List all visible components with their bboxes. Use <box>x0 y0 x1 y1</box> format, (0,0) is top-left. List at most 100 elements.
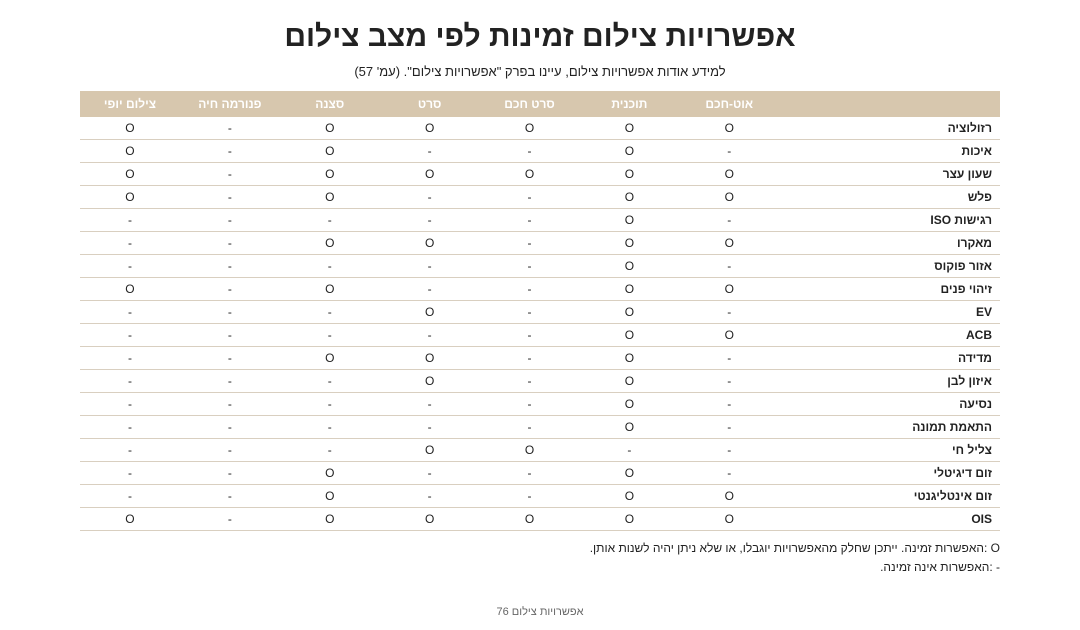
cell-value: O <box>280 140 380 163</box>
cell-value: - <box>380 209 480 232</box>
page-footer: אפשרויות צילום 76 <box>0 606 1080 618</box>
cell-value: - <box>80 347 180 370</box>
cell-value: - <box>380 462 480 485</box>
cell-value: - <box>180 393 280 416</box>
cell-value: - <box>280 416 380 439</box>
cell-value: O <box>679 508 779 531</box>
cell-value: O <box>579 232 679 255</box>
cell-value: - <box>80 301 180 324</box>
cell-value: - <box>380 255 480 278</box>
cell-value: - <box>679 462 779 485</box>
cell-value: O <box>80 278 180 301</box>
table-row: שעון עצרOOOOO-O <box>80 163 1000 186</box>
cell-value: O <box>280 186 380 209</box>
cell-value: - <box>180 462 280 485</box>
options-table: אוט-חכםתוכניתסרט חכםסרטסצנהפנורמה חיהציל… <box>80 91 1000 531</box>
cell-value: O <box>579 508 679 531</box>
row-label: איזון לבן <box>779 370 1000 393</box>
cell-value: - <box>280 324 380 347</box>
cell-value: O <box>380 370 480 393</box>
cell-value: - <box>480 485 580 508</box>
cell-value: - <box>480 462 580 485</box>
cell-value: - <box>480 278 580 301</box>
cell-value: - <box>480 393 580 416</box>
column-header: תוכנית <box>579 91 679 117</box>
row-label: אזור פוקוס <box>779 255 1000 278</box>
cell-value: O <box>579 117 679 140</box>
cell-value: - <box>280 255 380 278</box>
cell-value: O <box>579 462 679 485</box>
cell-value: - <box>80 393 180 416</box>
cell-value: - <box>679 416 779 439</box>
cell-value: - <box>679 255 779 278</box>
cell-value: - <box>80 485 180 508</box>
cell-value: - <box>679 301 779 324</box>
cell-value: O <box>380 232 480 255</box>
cell-value: O <box>579 416 679 439</box>
row-label: מאקרו <box>779 232 1000 255</box>
cell-value: - <box>180 232 280 255</box>
cell-value: O <box>380 117 480 140</box>
table-row: נסיעה-O----- <box>80 393 1000 416</box>
column-header-empty <box>779 91 1000 117</box>
cell-value: O <box>579 140 679 163</box>
table-row: EV-O-O--- <box>80 301 1000 324</box>
cell-value: O <box>579 209 679 232</box>
page-title: אפשרויות צילום זמינות לפי מצב צילום <box>80 20 1000 54</box>
cell-value: - <box>380 140 480 163</box>
row-label: רזולוציה <box>779 117 1000 140</box>
cell-value: - <box>579 439 679 462</box>
cell-value: - <box>80 462 180 485</box>
cell-value: O <box>280 508 380 531</box>
cell-value: O <box>480 439 580 462</box>
row-label: צליל חי <box>779 439 1000 462</box>
row-label: EV <box>779 301 1000 324</box>
table-row: איזון לבן-O-O--- <box>80 370 1000 393</box>
cell-value: - <box>380 324 480 347</box>
table-row: ACBOO----- <box>80 324 1000 347</box>
cell-value: O <box>280 163 380 186</box>
legend: O :האפשרות זמינה. ייתכן שחלק מהאפשרויות … <box>80 539 1000 577</box>
cell-value: - <box>480 140 580 163</box>
cell-value: O <box>579 347 679 370</box>
row-label: רגישות ISO <box>779 209 1000 232</box>
cell-value: - <box>480 186 580 209</box>
cell-value: - <box>679 439 779 462</box>
cell-value: O <box>280 485 380 508</box>
column-header: צילום יופי <box>80 91 180 117</box>
cell-value: O <box>679 485 779 508</box>
cell-value: - <box>380 186 480 209</box>
page-subtitle: למידע אודות אפשרויות צילום, עיינו בפרק "… <box>80 64 1000 79</box>
table-row: צליל חי--OO--- <box>80 439 1000 462</box>
cell-value: - <box>80 416 180 439</box>
cell-value: - <box>80 324 180 347</box>
cell-value: O <box>579 370 679 393</box>
table-row: פלשOO--O-O <box>80 186 1000 209</box>
cell-value: O <box>380 347 480 370</box>
cell-value: - <box>480 255 580 278</box>
cell-value: - <box>679 140 779 163</box>
cell-value: O <box>380 508 480 531</box>
cell-value: - <box>180 186 280 209</box>
table-row: התאמת תמונה-O----- <box>80 416 1000 439</box>
cell-value: - <box>480 232 580 255</box>
cell-value: - <box>180 485 280 508</box>
cell-value: - <box>180 416 280 439</box>
cell-value: O <box>380 439 480 462</box>
cell-value: O <box>480 117 580 140</box>
cell-value: - <box>180 301 280 324</box>
cell-value: O <box>80 163 180 186</box>
column-header: פנורמה חיה <box>180 91 280 117</box>
cell-value: - <box>280 301 380 324</box>
cell-value: - <box>180 439 280 462</box>
table-row: איכות-O--O-O <box>80 140 1000 163</box>
cell-value: O <box>579 301 679 324</box>
cell-value: O <box>80 508 180 531</box>
cell-value: - <box>380 393 480 416</box>
row-label: זיהוי פנים <box>779 278 1000 301</box>
table-row: זום דיגיטלי-O--O-- <box>80 462 1000 485</box>
column-header: אוט-חכם <box>679 91 779 117</box>
cell-value: - <box>480 370 580 393</box>
cell-value: - <box>480 209 580 232</box>
row-label: נסיעה <box>779 393 1000 416</box>
